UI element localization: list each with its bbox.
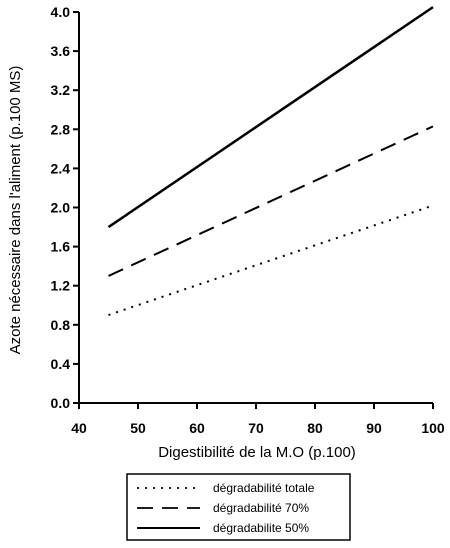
legend-label: dégradabilité 70% bbox=[213, 501, 309, 515]
legend: dégradabilité totale dégradabilité 70% dég… bbox=[126, 473, 351, 541]
plot-area: 0.0 0.4 0.8 1.2 1.6 2.0 2.4 2.8 3.2 3.6 4.0 40 50 60… bbox=[51, 4, 445, 436]
x-tick-label: 50 bbox=[130, 420, 146, 436]
x-ticks: 40 50 60 70 80 90 100 bbox=[71, 403, 445, 436]
y-tick-label: 1.6 bbox=[51, 239, 71, 255]
y-ticks: 0.0 0.4 0.8 1.2 1.6 2.0 2.4 2.8 3.2 3.6 4.0 bbox=[51, 4, 79, 411]
y-tick-label: 2.0 bbox=[51, 200, 71, 216]
y-tick-label: 2.4 bbox=[51, 160, 71, 176]
x-tick-label: 90 bbox=[366, 420, 382, 436]
series-lines bbox=[107, 6, 434, 316]
series-line bbox=[108, 125, 434, 277]
x-axis-title: Digestibilité de la M.O (p.100) bbox=[158, 444, 356, 461]
x-tick-label: 60 bbox=[189, 420, 205, 436]
y-tick-label: 2.8 bbox=[51, 121, 71, 137]
y-tick-label: 0.8 bbox=[51, 317, 71, 333]
legend-items: dégradabilité totale dégradabilité 70% dég… bbox=[137, 481, 315, 535]
y-tick-label: 0.0 bbox=[51, 395, 71, 411]
x-tick-label: 100 bbox=[421, 420, 445, 436]
series-line bbox=[108, 204, 434, 316]
x-tick-label: 80 bbox=[307, 420, 323, 436]
legend-label: dégradabilite 50% bbox=[213, 521, 309, 535]
y-tick-label: 3.2 bbox=[51, 82, 71, 98]
y-tick-label: 3.6 bbox=[51, 43, 71, 59]
series-line bbox=[107, 6, 434, 229]
legend-label: dégradabilité totale bbox=[213, 481, 315, 495]
y-tick-label: 4.0 bbox=[51, 4, 71, 20]
y-axis-title: Azote nécessaire dans l'aliment (p.100 M… bbox=[7, 66, 24, 355]
x-tick-label: 70 bbox=[248, 420, 264, 436]
y-tick-label: 1.2 bbox=[51, 278, 71, 294]
y-tick-label: 0.4 bbox=[51, 356, 71, 372]
x-tick-label: 40 bbox=[71, 420, 87, 436]
